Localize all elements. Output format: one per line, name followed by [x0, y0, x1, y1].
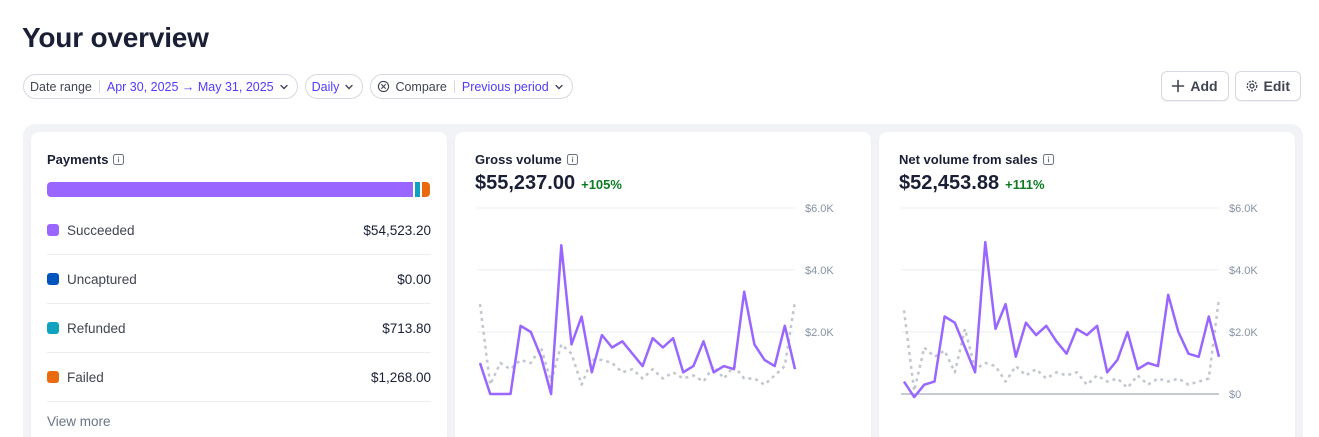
legend-label: Succeeded: [67, 222, 135, 238]
legend-dot: [47, 273, 59, 285]
y-tick-label: $2.0K: [805, 327, 834, 339]
page-title: Your overview: [22, 22, 209, 53]
legend-amount: $54,523.20: [363, 222, 431, 238]
payments-breakdown-bar: [47, 182, 430, 197]
chevron-down-icon: [279, 84, 288, 89]
series-line-current: [478, 243, 797, 396]
bar-segment-failed: [421, 182, 430, 197]
payments-title: Payments: [47, 152, 125, 167]
gear-icon: [1246, 80, 1257, 92]
view-more-link[interactable]: View more: [47, 414, 111, 429]
gross-volume-value: $55,237.00: [475, 172, 576, 194]
date-range-filter[interactable]: Date range Apr 30, 2025 → May 31, 2025: [23, 74, 298, 99]
net-volume-change: +111%: [1005, 177, 1045, 192]
legend-dot: [47, 224, 59, 236]
info-icon[interactable]: [566, 154, 578, 165]
legend-row-refunded[interactable]: Refunded $713.80: [47, 304, 431, 353]
net-volume-value: $52,453.88: [899, 172, 1000, 194]
date-range-label: Date range: [30, 79, 92, 94]
legend-row-uncaptured[interactable]: Uncaptured $0.00: [47, 255, 431, 304]
compare-filter[interactable]: Compare Previous period: [370, 74, 573, 99]
gross-volume-chart[interactable]: $6.0K $4.0K $2.0K: [455, 198, 871, 437]
payments-title-text: Payments: [47, 152, 109, 167]
payments-card[interactable]: Payments Succeeded $54,523.20 Uncaptured $0…: [31, 132, 447, 437]
info-icon[interactable]: [113, 154, 125, 165]
gross-volume-card[interactable]: Gross volume $55,237.00 +105% $6.0K $4.0K…: [455, 132, 871, 437]
interval-value: Daily: [311, 79, 340, 94]
y-tick-label: $4.0K: [1229, 265, 1258, 277]
legend-label: Refunded: [67, 320, 126, 336]
header-actions: Add Edit: [1161, 71, 1301, 101]
gross-volume-summary: $55,237.00 +105%: [475, 172, 622, 195]
net-volume-title: Net volume from sales: [899, 152, 1054, 167]
net-volume-title-text: Net volume from sales: [899, 152, 1038, 167]
legend-dot: [47, 322, 59, 334]
gross-volume-title-text: Gross volume: [475, 152, 562, 167]
legend-label: Failed: [67, 369, 104, 385]
y-tick-label: $6.0K: [805, 203, 834, 215]
interval-filter[interactable]: Daily: [304, 74, 364, 99]
net-volume-card[interactable]: Net volume from sales $52,453.88 +111% $…: [879, 132, 1295, 437]
bar-segment-succeeded: [47, 182, 413, 197]
legend-row-succeeded[interactable]: Succeeded $54,523.20: [47, 206, 431, 255]
bar-segment-refunded: [414, 182, 420, 197]
legend-amount: $713.80: [382, 320, 431, 336]
legend-dot: [47, 371, 59, 383]
divider: [98, 80, 100, 93]
y-tick-label: $2.0K: [1229, 327, 1258, 339]
compare-label: Compare: [395, 79, 447, 94]
series-line-previous: [902, 297, 1221, 393]
add-button[interactable]: Add: [1161, 71, 1229, 101]
legend-label: Uncaptured: [67, 271, 137, 287]
net-volume-chart[interactable]: $6.0K $4.0K $2.0K $0: [879, 198, 1295, 437]
gross-volume-change: +105%: [581, 177, 622, 192]
series-line-current: [902, 240, 1221, 399]
y-tick-label: $4.0K: [805, 265, 834, 277]
chevron-down-icon: [555, 84, 563, 89]
edit-button[interactable]: Edit: [1234, 71, 1301, 101]
series-line-previous: [478, 300, 797, 386]
y-tick-label: $0: [1229, 389, 1241, 401]
info-icon[interactable]: [1042, 154, 1054, 165]
net-volume-summary: $52,453.88 +111%: [899, 172, 1045, 195]
clear-circle-icon[interactable]: [377, 80, 390, 93]
gross-volume-title: Gross volume: [475, 152, 578, 167]
edit-button-label: Edit: [1263, 78, 1290, 94]
chevron-down-icon: [345, 84, 354, 89]
divider: [453, 80, 455, 93]
date-range-value: Apr 30, 2025 → May 31, 2025: [106, 79, 274, 94]
plus-icon: [1172, 79, 1185, 93]
legend-row-failed[interactable]: Failed $1,268.00: [47, 353, 431, 402]
legend-amount: $0.00: [397, 271, 431, 287]
filter-bar: Date range Apr 30, 2025 → May 31, 2025 D…: [23, 74, 573, 99]
legend-amount: $1,268.00: [370, 369, 431, 385]
compare-value: Previous period: [461, 79, 549, 94]
y-tick-label: $6.0K: [1229, 203, 1258, 215]
add-button-label: Add: [1190, 78, 1218, 94]
